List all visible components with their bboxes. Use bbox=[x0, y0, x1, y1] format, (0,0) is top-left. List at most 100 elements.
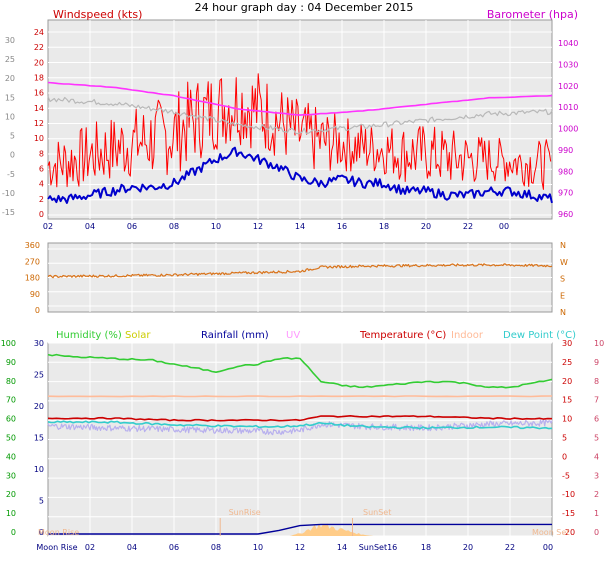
uv-tick-label: 0 bbox=[594, 528, 599, 537]
rain-tick-label: 5 bbox=[39, 497, 44, 506]
compass-tick-label: S bbox=[560, 275, 565, 284]
sunrise-annotation: SunRise bbox=[229, 508, 261, 517]
rainfall-line bbox=[48, 523, 552, 535]
temp-hum-gridlines bbox=[48, 342, 552, 537]
compass-tick-label: N bbox=[560, 241, 566, 250]
windspeed-line bbox=[47, 73, 552, 190]
far-left-tick-label: 20 bbox=[5, 74, 15, 83]
windspeed-tick-label: 12 bbox=[34, 119, 44, 128]
uv-tick-label: 9 bbox=[594, 358, 599, 367]
x-tick-label: 04 bbox=[85, 222, 95, 231]
humidity-legend: Humidity (%) bbox=[56, 330, 122, 341]
rain-tick-label: 20 bbox=[34, 402, 44, 411]
direction-tick-label: 180 bbox=[25, 274, 40, 283]
x-tick-label: 14 bbox=[337, 543, 347, 552]
direction-gridlines bbox=[48, 243, 552, 312]
humidity-line bbox=[47, 353, 553, 389]
compass-tick-label: N bbox=[560, 308, 566, 317]
x-tick-label: 08 bbox=[169, 222, 179, 231]
x-tick-label: 00 bbox=[543, 543, 553, 552]
x-tick-label: 02 bbox=[85, 543, 95, 552]
temperature-tick-label: -20 bbox=[562, 528, 575, 537]
x-tick-label: 02 bbox=[43, 222, 53, 231]
direction-tick-label: 360 bbox=[25, 241, 40, 250]
barometer-tick-label: 1010 bbox=[558, 103, 578, 112]
barometer-tick-label: 1040 bbox=[558, 39, 578, 48]
temperature-line bbox=[47, 414, 553, 422]
indoor-temp-line bbox=[47, 395, 553, 398]
windspeed-tick-label: 2 bbox=[39, 195, 44, 204]
windspeed-tick-label: 10 bbox=[34, 134, 44, 143]
windspeed-axis-label: Windspeed (kts) bbox=[53, 8, 142, 21]
uv-tick-label: 3 bbox=[594, 471, 599, 480]
far-left-tick-label: -5 bbox=[7, 170, 15, 179]
humidity-tick-label: 20 bbox=[6, 490, 16, 499]
compass-tick-label: W bbox=[560, 258, 568, 267]
humidity-tick-label: 0 bbox=[11, 528, 16, 537]
uv-tick-label: 5 bbox=[594, 434, 599, 443]
windspeed-tick-label: 16 bbox=[34, 89, 44, 98]
dewpoint-legend: Dew Point (°C) bbox=[503, 330, 576, 341]
dewpoint-line bbox=[47, 420, 553, 430]
uv-tick-label: 4 bbox=[594, 452, 599, 461]
direction-series bbox=[47, 263, 553, 279]
x-tick-label: 22 bbox=[505, 543, 515, 552]
humidity-tick-label: 60 bbox=[6, 415, 16, 424]
barometer-tick-label: 980 bbox=[558, 167, 573, 176]
rain-tick-label: 25 bbox=[34, 371, 44, 380]
x-tick-label: 22 bbox=[463, 222, 473, 231]
x-tick-label: 16 bbox=[337, 222, 347, 231]
x-tick-label: 08 bbox=[211, 543, 221, 552]
windspeed-tick-label: 20 bbox=[34, 58, 44, 67]
uv-legend: UV bbox=[286, 330, 300, 341]
temperature-legend: Temperature (°C) bbox=[359, 330, 446, 341]
x-tick-label: 12 bbox=[295, 543, 305, 552]
far-left-tick-label: -10 bbox=[2, 189, 15, 198]
temp-hum-legend: Humidity (%) Solar Rainfall (mm) UV Temperat… bbox=[56, 330, 576, 341]
average-wind-line bbox=[47, 146, 553, 204]
moonset-annotation: Moon Set bbox=[532, 528, 569, 537]
temp-hum-annotations: SunRise SunSet Moon Rise Moon Set bbox=[38, 508, 569, 537]
rain-tick-label: 15 bbox=[34, 434, 44, 443]
wind-direction-line bbox=[47, 263, 553, 279]
windspeed-tick-label: 0 bbox=[39, 210, 44, 219]
barometer-tick-label: 960 bbox=[558, 210, 573, 219]
temp-hum-series bbox=[47, 353, 553, 536]
x-tick-label: 04 bbox=[127, 543, 137, 552]
humidity-tick-label: 70 bbox=[6, 396, 16, 405]
grey-trend-line bbox=[47, 96, 553, 135]
x-tick-label: Moon Rise bbox=[36, 543, 77, 552]
barometer-axis-label: Barometer (hpa) bbox=[487, 8, 578, 21]
uv-tick-label: 2 bbox=[594, 490, 599, 499]
wind-baro-series bbox=[47, 73, 553, 204]
far-left-tick-label: 15 bbox=[5, 93, 15, 102]
x-tick-label: 06 bbox=[169, 543, 179, 552]
rainfall-legend: Rainfall (mm) bbox=[201, 330, 269, 341]
rain-tick-label: 30 bbox=[34, 339, 44, 348]
x-tick-label: 06 bbox=[127, 222, 137, 231]
uv-tick-label: 1 bbox=[594, 509, 599, 518]
barometer-tick-label: 1030 bbox=[558, 60, 578, 69]
humidity-tick-label: 50 bbox=[6, 434, 16, 443]
temperature-tick-label: 10 bbox=[562, 415, 572, 424]
windspeed-tick-label: 24 bbox=[34, 28, 44, 37]
temp-hum-axes: 1009080706050403020100302520151050302520… bbox=[1, 339, 604, 552]
x-tick-label: 00 bbox=[499, 222, 509, 231]
far-left-tick-label: 10 bbox=[5, 112, 15, 121]
temp-hum-panel: 1009080706050403020100302520151050302520… bbox=[1, 330, 604, 552]
humidity-tick-label: 80 bbox=[6, 377, 16, 386]
temperature-tick-label: -10 bbox=[562, 490, 575, 499]
windspeed-tick-label: 18 bbox=[34, 74, 44, 83]
compass-tick-label: E bbox=[560, 291, 565, 300]
uv-tick-label: 10 bbox=[594, 339, 604, 348]
rain-tick-label: 10 bbox=[34, 465, 44, 474]
direction-tick-label: 0 bbox=[35, 306, 40, 315]
x-tick-label: 14 bbox=[295, 222, 305, 231]
rain-tick-label: 0 bbox=[39, 528, 44, 537]
humidity-tick-label: 100 bbox=[1, 339, 16, 348]
humidity-tick-label: 40 bbox=[6, 452, 16, 461]
solar-legend: Solar bbox=[125, 330, 151, 341]
temperature-tick-label: 25 bbox=[562, 358, 572, 367]
